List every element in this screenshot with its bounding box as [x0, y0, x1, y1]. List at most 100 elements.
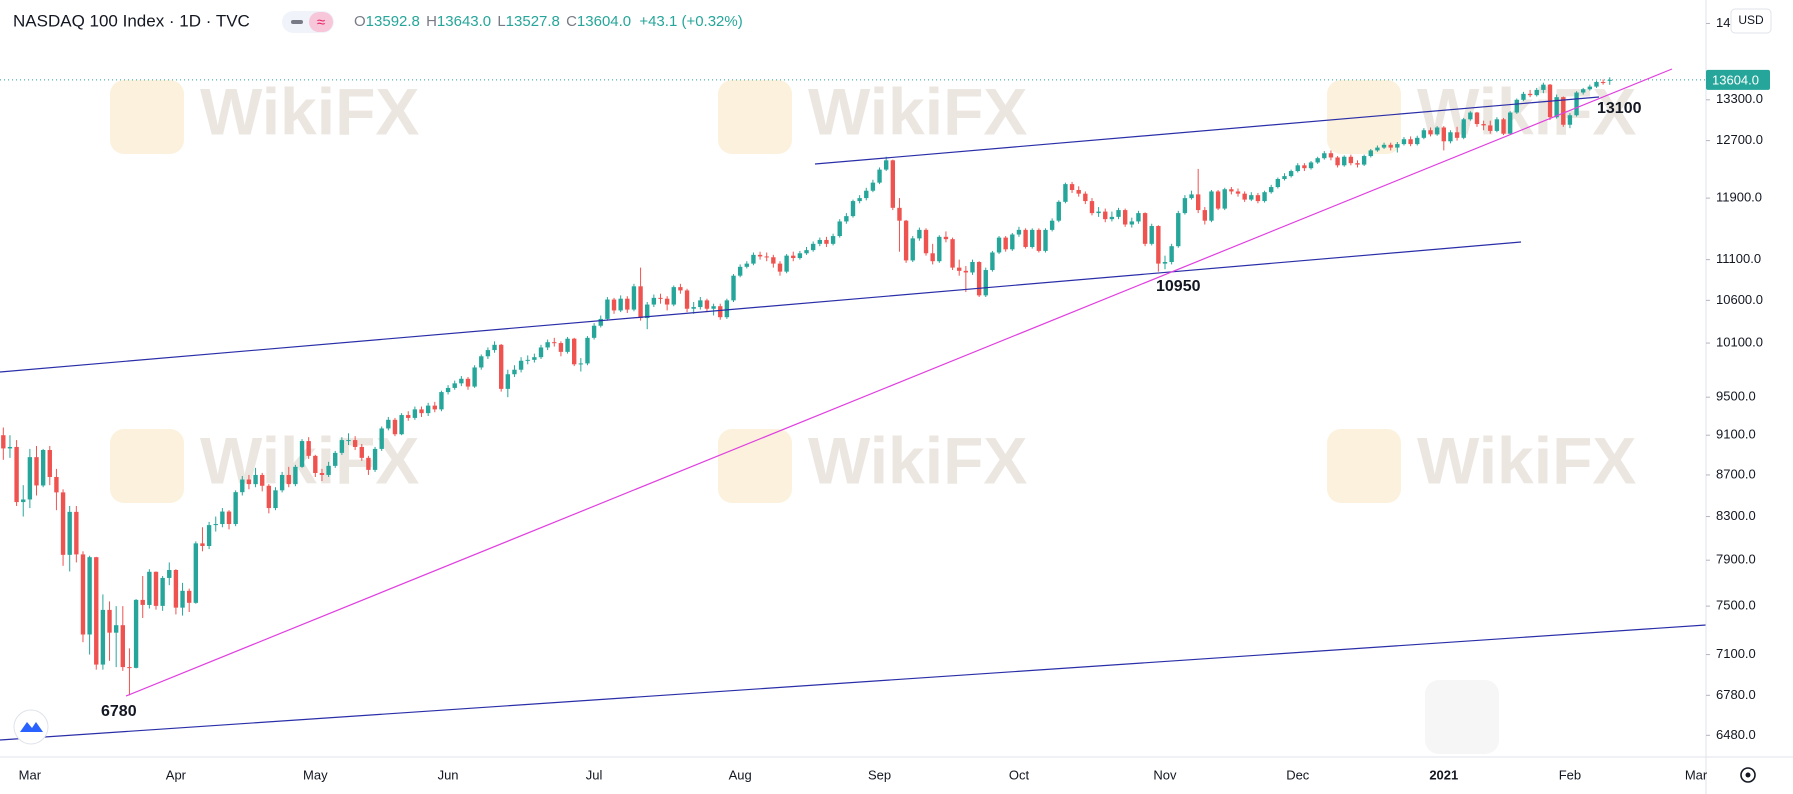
- candle-body: [439, 392, 444, 410]
- currency-label: USD: [1738, 13, 1764, 27]
- x-tick-label: 2021: [1429, 767, 1458, 782]
- candle-body: [14, 446, 19, 503]
- candle-body: [605, 299, 610, 319]
- candle-body: [21, 499, 26, 503]
- candle-body: [651, 297, 657, 305]
- candle-body: [1149, 226, 1154, 244]
- candle-body: [1401, 139, 1407, 145]
- candle-body: [293, 466, 298, 485]
- currency-button[interactable]: [1730, 8, 1772, 34]
- candle-body: [173, 569, 179, 608]
- candle-body: [200, 543, 205, 546]
- candle-body: [113, 625, 119, 633]
- candle-body: [1262, 192, 1267, 202]
- x-tick-label: Jul: [586, 767, 603, 782]
- channel-line: [0, 624, 1707, 741]
- candle-body: [1474, 112, 1480, 125]
- candle-body: [943, 236, 949, 240]
- candle-body: [744, 263, 749, 267]
- candle-body: [432, 405, 437, 410]
- candle-body: [313, 455, 318, 474]
- candle-body: [950, 239, 955, 268]
- candle-body: [472, 367, 477, 387]
- candle-body: [445, 387, 451, 393]
- candle-body: [1574, 92, 1579, 116]
- candle-body: [180, 590, 185, 608]
- candle-body: [1428, 130, 1433, 135]
- candle-body: [1534, 89, 1539, 96]
- last-price-label: 13604.0: [1712, 72, 1759, 87]
- candle-body: [107, 609, 112, 633]
- candle-body: [1335, 157, 1340, 166]
- candle-body: [1249, 195, 1254, 200]
- candle-body: [1156, 226, 1161, 264]
- candle-body: [1010, 234, 1015, 250]
- candle-body: [1083, 193, 1088, 202]
- candle-body: [930, 253, 935, 262]
- candle-body: [1195, 194, 1201, 211]
- candle-body: [100, 609, 106, 665]
- y-tick-label: 6780.0: [1716, 687, 1756, 702]
- candle-body: [1581, 89, 1586, 93]
- candle-body: [1209, 191, 1214, 221]
- candle-body: [273, 490, 278, 509]
- candle-body: [1, 435, 6, 449]
- candle-body: [406, 415, 411, 418]
- candle-body: [299, 441, 305, 467]
- candle-body: [1116, 210, 1121, 217]
- candle-body: [1554, 97, 1559, 118]
- candle-body: [532, 357, 537, 360]
- candle-body: [1388, 144, 1393, 148]
- candle-body: [1255, 195, 1261, 202]
- candle-body: [611, 299, 617, 311]
- icon: [20, 722, 43, 732]
- candle-body: [206, 525, 212, 546]
- candle-body: [186, 590, 192, 603]
- candle-body: [87, 557, 92, 635]
- candle-body: [897, 207, 902, 221]
- candle-body: [1182, 198, 1188, 214]
- candle-body: [306, 441, 311, 456]
- candle-body: [1600, 82, 1606, 84]
- candle-body: [153, 571, 159, 606]
- candle-body: [751, 254, 756, 264]
- watermark: WikiFX: [200, 423, 419, 497]
- candle-body: [339, 440, 345, 453]
- watermark: WikiFX: [200, 74, 419, 148]
- candle-body: [379, 428, 384, 449]
- candle-body: [359, 446, 364, 458]
- candle-body: [664, 298, 670, 305]
- candle-body: [1421, 130, 1427, 138]
- candle-body: [1122, 210, 1128, 225]
- x-tick-label: Feb: [1559, 767, 1581, 782]
- ohlc-value: 13592.8: [366, 13, 420, 30]
- candle-body: [764, 256, 769, 258]
- last-price-box: [1706, 69, 1770, 90]
- candle-body: [1043, 229, 1048, 251]
- candle-body: [1468, 112, 1473, 120]
- candle-body: [512, 369, 517, 375]
- candle-body: [240, 479, 245, 493]
- candle-body: [1235, 191, 1241, 194]
- candle-body: [850, 201, 856, 217]
- trend-lines: [0, 68, 1707, 741]
- candle-body: [552, 342, 557, 344]
- candle-body: [1348, 156, 1354, 164]
- candle-body: [1514, 99, 1520, 113]
- candle-body: [890, 160, 896, 208]
- candle-body: [213, 524, 218, 526]
- settings-button[interactable]: [1740, 767, 1756, 783]
- ohlc-value: 13527.8: [506, 13, 560, 30]
- candle-body: [1222, 189, 1227, 209]
- y-tick-label: 10600.0: [1716, 292, 1763, 307]
- candle-body: [326, 465, 331, 475]
- candle-body: [1461, 119, 1466, 138]
- icon: [309, 12, 333, 32]
- candle-body: [864, 190, 869, 199]
- watermark-emblem: [110, 80, 184, 154]
- watermark: WikiFX: [808, 423, 1027, 497]
- y-tick-label: 13300.0: [1716, 91, 1763, 106]
- icon: [291, 20, 303, 24]
- candle-body: [671, 287, 676, 305]
- candle-body: [27, 457, 33, 500]
